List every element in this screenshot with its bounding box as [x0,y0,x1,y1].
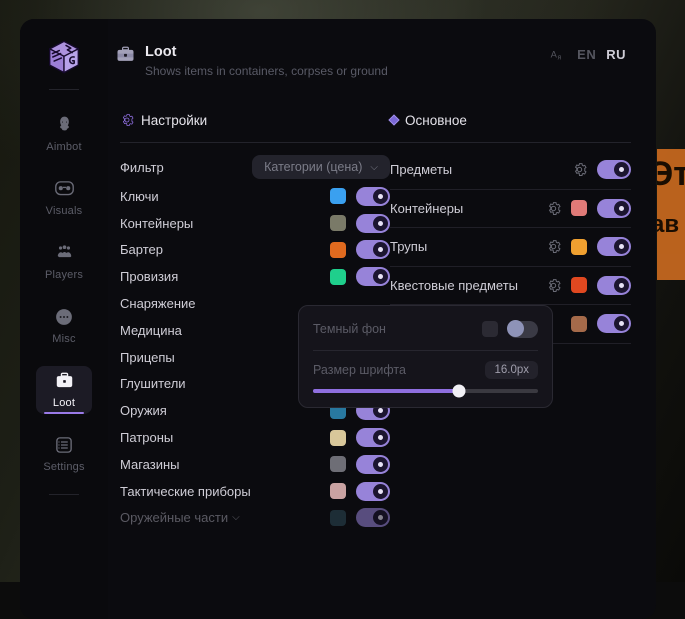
svg-text:я: я [558,55,562,62]
svg-text:A: A [551,50,558,60]
